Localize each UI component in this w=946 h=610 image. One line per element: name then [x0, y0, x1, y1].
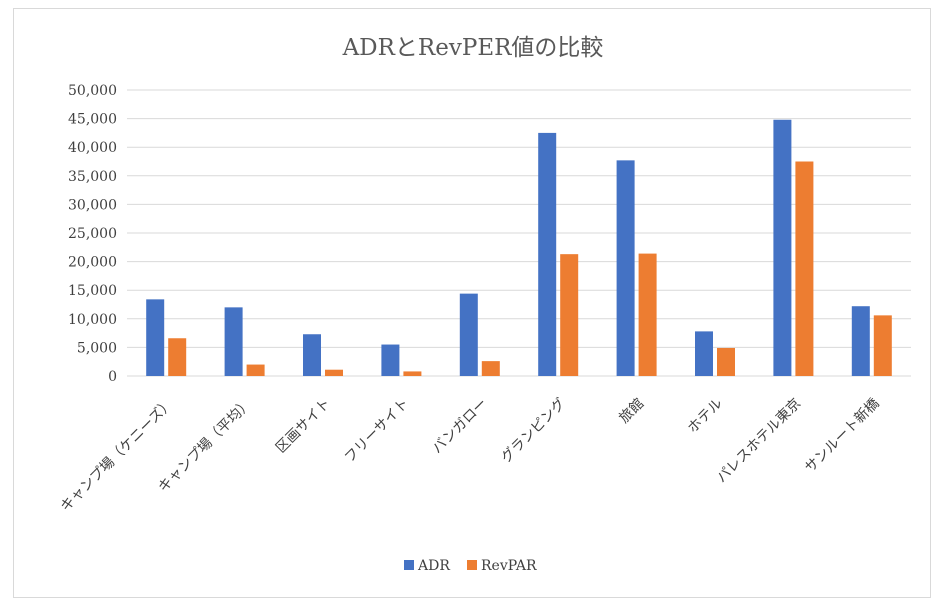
bar-revpar [403, 371, 422, 376]
bars [146, 119, 892, 376]
y-tick-label: 40,000 [68, 140, 117, 156]
bar-adr [459, 293, 478, 376]
chart-frame: ADRとRevPER値の比較 0 5,000 10,000 15,000 20,000 2… [13, 8, 931, 598]
x-tick-label: ホテル [685, 396, 726, 437]
bar-revpar [481, 361, 500, 376]
bar-revpar [638, 253, 657, 376]
x-tick-label: グランピング [498, 396, 569, 467]
legend-label-revpar: RevPAR [481, 558, 537, 574]
y-tick-label: 45,000 [68, 112, 117, 128]
x-tick-label: バンガロー [429, 396, 490, 457]
x-tick-label: フリーサイト [342, 396, 413, 467]
bar-adr [303, 334, 321, 376]
bar-adr [695, 331, 713, 376]
x-axis-tick-labels: キャンプ場（ケニーズ）キャンプ場（平均） 区画サイト フリーサイト バンガロー グランピ… [58, 395, 883, 515]
y-axis-tick-labels: 0 5,000 10,000 15,000 20,000 25,000 30,000 35,0… [68, 83, 117, 385]
bar-adr [538, 132, 557, 376]
bar-revpar [717, 347, 735, 376]
bar-revpar [873, 315, 892, 376]
bar-adr [381, 344, 400, 376]
bar-revpar [168, 338, 187, 376]
bar-adr [146, 299, 165, 376]
y-tick-label: 35,000 [68, 169, 117, 185]
bar-adr [773, 119, 792, 376]
y-tick-label: 30,000 [68, 197, 117, 213]
y-tick-label: 25,000 [68, 226, 117, 242]
y-tick-label: 0 [108, 369, 117, 385]
bar-revpar [325, 369, 343, 376]
bar-adr [851, 306, 870, 376]
x-tick-label: キャンプ場（ケニーズ） [58, 396, 177, 515]
bar-adr [224, 307, 243, 376]
chart-svg: ADRとRevPER値の比較 0 5,000 10,000 15,000 20,000 2… [58, 35, 911, 574]
y-tick-label: 10,000 [68, 312, 117, 328]
legend-swatch-revpar [467, 560, 477, 570]
bar-revpar [560, 254, 579, 376]
gridlines [127, 89, 911, 377]
bar-revpar [246, 364, 265, 376]
x-tick-label: 旅館 [616, 395, 648, 427]
y-tick-label: 20,000 [68, 255, 117, 271]
x-tick-label: パレスホテル東京 [714, 396, 805, 487]
x-tick-label: サンルート新橋 [802, 396, 883, 477]
legend: ADR RevPAR [404, 558, 537, 574]
bar-revpar [795, 161, 814, 376]
chart-title: ADRとRevPER値の比較 [342, 35, 604, 61]
legend-swatch-adr [404, 560, 414, 570]
y-tick-label: 50,000 [68, 83, 117, 99]
y-tick-label: 5,000 [77, 340, 117, 356]
y-tick-label: 15,000 [68, 283, 117, 299]
legend-label-adr: ADR [417, 558, 450, 574]
bar-adr [616, 160, 635, 376]
x-tick-label: 区画サイト [273, 396, 334, 457]
